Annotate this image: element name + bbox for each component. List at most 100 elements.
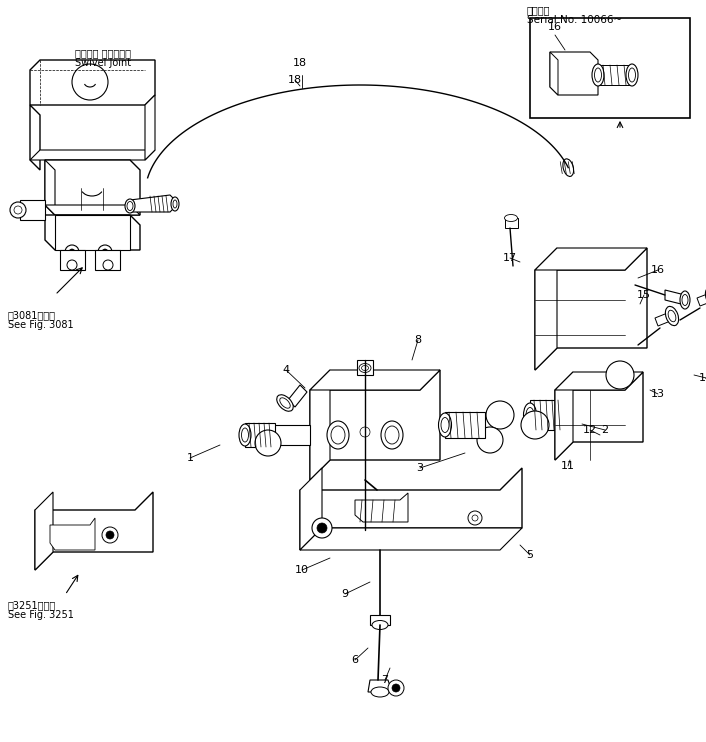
Ellipse shape	[505, 214, 517, 222]
Ellipse shape	[626, 64, 638, 86]
Polygon shape	[505, 218, 518, 228]
Ellipse shape	[171, 197, 179, 211]
Ellipse shape	[592, 64, 604, 86]
Ellipse shape	[173, 200, 177, 208]
Polygon shape	[35, 492, 153, 570]
Ellipse shape	[682, 295, 688, 306]
Polygon shape	[55, 215, 130, 250]
Ellipse shape	[526, 407, 534, 422]
Text: 1: 1	[186, 453, 193, 463]
Polygon shape	[20, 200, 45, 220]
Ellipse shape	[361, 366, 369, 370]
Text: 通用号機: 通用号機	[527, 5, 551, 15]
Polygon shape	[35, 492, 53, 570]
Ellipse shape	[327, 421, 349, 449]
Circle shape	[102, 527, 118, 543]
Text: ㄂3251図参照: ㄂3251図参照	[8, 600, 56, 610]
Circle shape	[98, 245, 112, 259]
Circle shape	[388, 680, 404, 696]
Circle shape	[312, 518, 332, 538]
Text: See Fig. 3081: See Fig. 3081	[8, 320, 73, 330]
Polygon shape	[60, 250, 85, 270]
Polygon shape	[555, 372, 573, 460]
Polygon shape	[445, 412, 485, 438]
Ellipse shape	[628, 68, 635, 82]
Text: 9: 9	[342, 589, 349, 599]
Circle shape	[521, 411, 549, 439]
Text: 4: 4	[282, 365, 289, 375]
Polygon shape	[535, 248, 647, 270]
Text: 15: 15	[637, 290, 651, 300]
Text: 12: 12	[583, 425, 597, 435]
Text: 10: 10	[295, 565, 309, 575]
Polygon shape	[45, 205, 140, 215]
Circle shape	[65, 245, 79, 259]
Ellipse shape	[680, 291, 690, 309]
Ellipse shape	[371, 687, 389, 697]
Polygon shape	[535, 248, 557, 370]
Polygon shape	[697, 293, 706, 306]
Text: 6: 6	[352, 655, 359, 665]
Ellipse shape	[241, 428, 249, 442]
Polygon shape	[535, 248, 647, 370]
Ellipse shape	[385, 426, 399, 444]
Text: 11: 11	[561, 461, 575, 471]
Text: 13: 13	[651, 389, 665, 399]
Polygon shape	[310, 370, 330, 480]
Circle shape	[255, 430, 281, 456]
Ellipse shape	[441, 418, 449, 433]
Polygon shape	[30, 105, 40, 170]
Polygon shape	[45, 215, 140, 250]
Ellipse shape	[239, 424, 251, 446]
Polygon shape	[655, 312, 673, 326]
Polygon shape	[597, 65, 630, 85]
Text: See Fig. 3251: See Fig. 3251	[8, 610, 74, 620]
Circle shape	[67, 260, 77, 270]
Polygon shape	[288, 385, 307, 407]
Polygon shape	[555, 372, 643, 390]
Polygon shape	[130, 195, 175, 212]
Polygon shape	[45, 160, 55, 215]
Polygon shape	[357, 360, 373, 375]
Text: Swivel Joint: Swivel Joint	[75, 58, 131, 68]
Polygon shape	[95, 250, 120, 270]
Circle shape	[103, 260, 113, 270]
Polygon shape	[300, 468, 322, 550]
Polygon shape	[550, 52, 558, 95]
Polygon shape	[30, 60, 155, 105]
Text: 16: 16	[651, 265, 665, 275]
Ellipse shape	[258, 424, 272, 446]
Text: 14: 14	[699, 373, 706, 383]
Text: 17: 17	[503, 253, 517, 263]
Circle shape	[317, 523, 327, 533]
Polygon shape	[45, 160, 140, 215]
Circle shape	[392, 684, 400, 692]
Polygon shape	[370, 615, 390, 625]
Circle shape	[10, 202, 26, 218]
Polygon shape	[555, 372, 643, 460]
Text: 2: 2	[602, 425, 609, 435]
Polygon shape	[50, 518, 95, 550]
Polygon shape	[665, 290, 685, 305]
Ellipse shape	[561, 407, 569, 422]
Ellipse shape	[668, 310, 676, 322]
Text: 5: 5	[527, 550, 534, 560]
Text: スイベル ジョイント: スイベル ジョイント	[75, 48, 131, 58]
Text: 18: 18	[288, 75, 302, 85]
Ellipse shape	[280, 398, 290, 408]
Polygon shape	[265, 425, 310, 445]
Polygon shape	[310, 370, 440, 390]
Text: 16: 16	[548, 22, 562, 32]
Polygon shape	[300, 468, 522, 550]
Text: ㄂3081図参照: ㄂3081図参照	[8, 310, 56, 320]
Ellipse shape	[127, 202, 133, 211]
Polygon shape	[310, 370, 440, 480]
Text: 7: 7	[381, 675, 388, 685]
Ellipse shape	[381, 421, 403, 449]
Ellipse shape	[594, 68, 602, 82]
Text: 18: 18	[293, 58, 307, 68]
Polygon shape	[30, 150, 155, 160]
Circle shape	[14, 206, 22, 214]
Circle shape	[468, 511, 482, 525]
Circle shape	[106, 531, 114, 539]
